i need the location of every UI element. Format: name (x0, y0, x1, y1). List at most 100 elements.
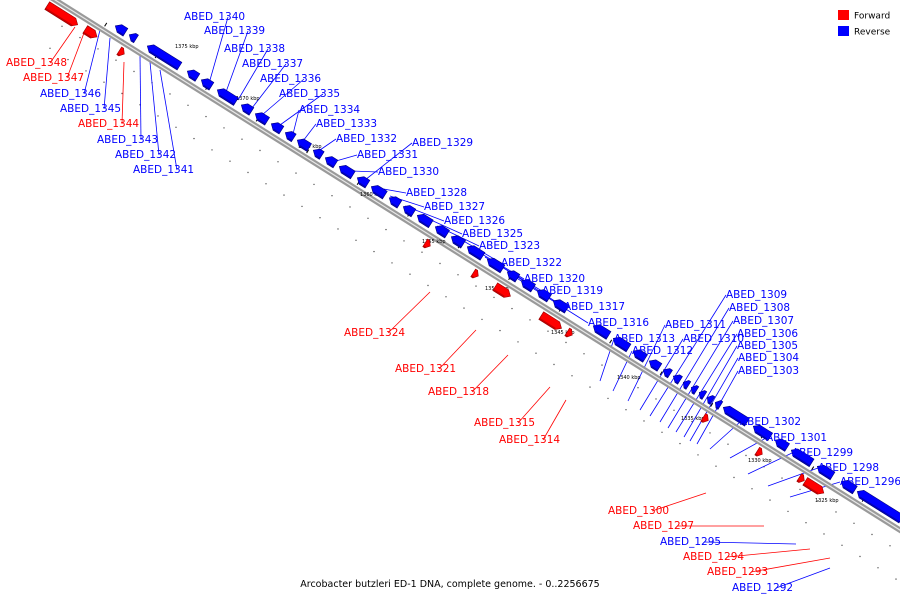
gene-feature (44, 1, 79, 27)
gene-shade (116, 53, 120, 56)
gene-label: ABED_1293 (707, 566, 768, 578)
gene-feature (254, 112, 270, 126)
gene-shade (189, 76, 197, 82)
gene-label: ABED_1344 (78, 118, 139, 130)
gene-label: ABED_1311 (665, 319, 726, 331)
ruler-dot (331, 195, 333, 197)
tick-mark (710, 402, 714, 407)
gene-label: ABED_1304 (738, 352, 799, 364)
gene-label: ABED_1296 (840, 476, 900, 488)
ruler-dot (835, 511, 837, 513)
gene-shade (564, 334, 568, 337)
gene-feature (722, 405, 750, 427)
gene-feature (506, 270, 521, 283)
leader-line (542, 399, 567, 441)
leader-line (251, 63, 287, 109)
gene-feature (114, 24, 129, 37)
ruler-dot (373, 250, 375, 253)
gene-feature (564, 327, 573, 338)
gene-feature (698, 390, 708, 400)
gene-features (44, 1, 900, 524)
gene-feature (774, 438, 790, 452)
gene-feature (672, 374, 683, 385)
gene-shade (341, 171, 352, 179)
leader-line (659, 307, 730, 423)
gene-shade (391, 202, 399, 209)
reverse-gene-arrow (840, 480, 858, 495)
gene-feature (754, 446, 763, 457)
gene-label: ABED_1341 (133, 164, 194, 176)
ruler-dot (463, 307, 465, 309)
gene-feature (520, 279, 536, 293)
gene-feature (552, 299, 570, 314)
gene-shade (257, 118, 266, 126)
kbp-tick-label: 1340 kbp (617, 375, 641, 381)
gene-shade (130, 39, 135, 43)
ruler-dot (283, 194, 285, 196)
ruler-dot (499, 329, 501, 332)
tick-mark (609, 339, 613, 344)
gene-shade (509, 276, 517, 283)
leader-line (750, 557, 831, 573)
ruler-dot (715, 465, 717, 467)
kbp-tick-label: 1325 kbp (815, 498, 839, 504)
gene-shade (149, 50, 179, 71)
gene-shade (664, 374, 669, 378)
gene-label: ABED_1329 (412, 137, 473, 149)
gene-shade (651, 365, 659, 372)
gene-feature (536, 289, 552, 303)
ruler-dot (589, 386, 591, 388)
leader-line (149, 61, 160, 156)
leader-line (517, 386, 551, 424)
gene-feature (706, 395, 716, 405)
gene-shade (859, 496, 900, 523)
ruler-dot (535, 352, 537, 354)
ruler-dot (421, 251, 423, 253)
gene-feature (700, 413, 709, 423)
gene-feature (466, 245, 486, 261)
gene-label: ABED_1299 (792, 447, 853, 459)
gene-feature (284, 131, 297, 143)
leader-line (121, 61, 125, 125)
leader-line (159, 69, 178, 171)
ruler-dot (295, 172, 297, 174)
gene-shade (615, 343, 628, 352)
gene-shade (725, 412, 746, 427)
gene-label: ABED_1323 (479, 240, 540, 252)
ruler-dot (223, 127, 225, 129)
kbp-tick-label: 1370 kbp (236, 96, 260, 102)
gene-shade (44, 7, 73, 26)
ruler-dot (661, 431, 663, 433)
ruler-dot (751, 488, 753, 490)
kbp-tick-label: 1330 kbp (748, 458, 772, 464)
leader-line (237, 48, 269, 101)
ruler-dot (859, 555, 861, 558)
leader-line (703, 541, 797, 545)
ruler-dot (517, 341, 519, 343)
gene-shade (777, 445, 786, 452)
gene-feature (492, 282, 511, 298)
gene-feature (240, 103, 255, 116)
gene-feature (388, 196, 403, 209)
legend-label-reverse: Reverse (854, 28, 891, 38)
gene-feature (296, 138, 312, 152)
gene-label: ABED_1342 (115, 149, 176, 161)
leader-line (471, 354, 509, 393)
leader-line (726, 548, 811, 558)
gene-label: ABED_1295 (660, 536, 721, 548)
gene-feature (402, 205, 417, 218)
gene-shade (453, 241, 462, 249)
gene-label: ABED_1294 (683, 551, 744, 563)
ruler-dot (403, 240, 405, 242)
gene-shade (538, 317, 556, 330)
ruler-dot (175, 126, 177, 128)
gene-feature (270, 122, 285, 135)
gene-label: ABED_1336 (260, 73, 321, 85)
gene-label: ABED_1318 (428, 386, 489, 398)
gene-label: ABED_1326 (444, 215, 505, 227)
legend-item-reverse: Reverse (838, 26, 891, 38)
gene-feature (796, 473, 805, 483)
ruler-dot (103, 81, 105, 83)
ruler-dot (409, 273, 411, 275)
gene-feature (450, 235, 466, 249)
